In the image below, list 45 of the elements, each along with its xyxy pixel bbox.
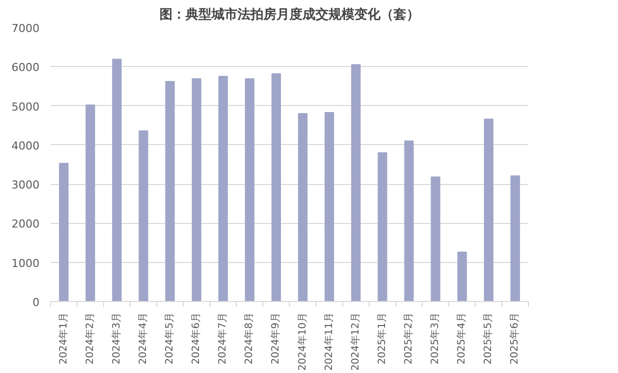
bar [112, 58, 122, 302]
bar [298, 113, 308, 302]
x-tick-label: 2024年12月 [349, 312, 362, 371]
x-tick-label: 2024年11月 [322, 312, 335, 371]
y-tick-label: 4000 [12, 139, 40, 152]
y-tick-label: 5000 [12, 100, 40, 114]
x-tick-label: 2025年4月 [456, 312, 468, 364]
x-tick-label: 2024年5月 [164, 312, 176, 364]
y-tick-label: 0 [32, 296, 40, 309]
bar [510, 175, 520, 302]
x-tick-label: 2024年10月 [296, 312, 308, 371]
bar [192, 78, 202, 302]
x-tick-label: 2024年1月 [57, 312, 70, 364]
x-tick-label: 2024年2月 [84, 312, 96, 364]
bar [484, 118, 494, 302]
bar [324, 112, 334, 302]
bar [404, 140, 414, 302]
bar [86, 104, 96, 302]
x-tick-label: 2025年6月 [508, 312, 521, 364]
bar [430, 176, 440, 302]
x-tick-label: 2025年5月 [482, 312, 494, 364]
y-tick-label: 6000 [12, 61, 40, 74]
y-tick-label: 2000 [12, 218, 40, 231]
y-tick-label: 7000 [12, 22, 40, 35]
x-tick-label: 2024年4月 [136, 312, 149, 364]
y-tick-label: 1000 [12, 256, 40, 270]
x-tick-label: 2024年3月 [110, 312, 122, 364]
x-tick-label: 2024年8月 [243, 312, 256, 364]
bar [351, 64, 361, 302]
x-tick-label: 2025年1月 [376, 312, 388, 364]
x-tick-label: 2024年7月 [216, 312, 229, 364]
bar [271, 73, 281, 302]
bar [138, 130, 148, 302]
y-tick-label: 3000 [12, 178, 40, 192]
bar [218, 76, 228, 302]
x-tick-label: 2024年6月 [190, 312, 202, 364]
bar [378, 152, 388, 302]
chart-title: 图：典型城市法拍房月度成交规模变化（套） [160, 6, 420, 22]
bar [59, 162, 69, 302]
x-tick-label: 2024年9月 [270, 312, 282, 364]
bar [244, 78, 254, 302]
x-tick-label: 2025年3月 [429, 312, 442, 364]
x-tick-label: 2025年2月 [402, 312, 414, 364]
bar [457, 252, 467, 302]
bar [165, 81, 175, 302]
